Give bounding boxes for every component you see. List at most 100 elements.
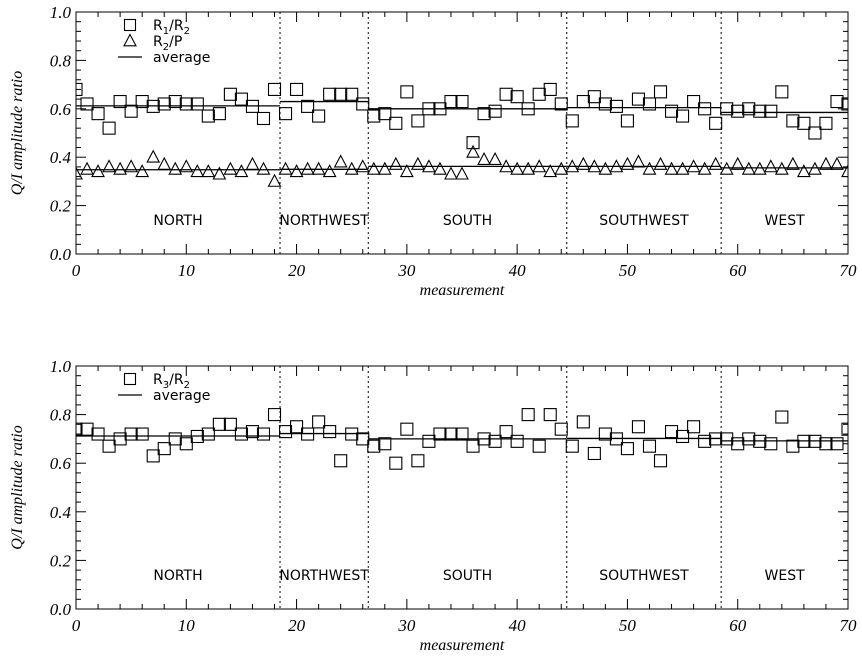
data-point-square [620, 442, 634, 456]
data-point-square [775, 410, 789, 424]
data-point-triangle [388, 156, 403, 170]
data-point-square [731, 437, 745, 451]
data-point-square [278, 107, 293, 121]
data-point-square [598, 427, 612, 441]
data-point-square [157, 97, 171, 111]
data-point-square [411, 114, 425, 128]
x-tick-label: 20 [288, 261, 306, 280]
data-point-square [609, 99, 623, 113]
data-point-square [234, 427, 248, 441]
data-point-square [422, 102, 436, 116]
data-point-square [642, 97, 657, 111]
data-point-triangle [455, 166, 469, 180]
data-point-square [598, 97, 612, 111]
data-point-square [797, 434, 811, 448]
data-point-square [312, 415, 326, 429]
plot-frame [75, 365, 849, 610]
data-point-square [664, 425, 679, 439]
data-point-triangle [300, 161, 315, 175]
data-point-triangle [322, 164, 337, 178]
x-tick-label: 60 [729, 616, 747, 635]
data-point-square [477, 432, 491, 446]
data-point-triangle [80, 161, 94, 175]
data-point-square [76, 82, 83, 96]
region-label: SOUTHWEST [599, 213, 689, 229]
data-point-square [466, 136, 480, 150]
data-point-square [488, 434, 502, 448]
data-point-square [455, 427, 469, 441]
data-point-square [378, 437, 392, 451]
data-point-triangle [587, 159, 602, 173]
data-point-square [201, 109, 215, 123]
data-point-square [367, 439, 381, 453]
data-point-triangle [355, 159, 370, 173]
data-point-square [466, 439, 480, 453]
data-point-triangle [708, 156, 723, 170]
data-point-square [521, 102, 535, 116]
data-point-square [587, 446, 601, 461]
region-label: NORTHWEST [279, 568, 369, 584]
data-point-triangle [179, 159, 194, 173]
data-point-triangle [377, 161, 392, 175]
data-point-square [698, 434, 712, 448]
data-point-triangle [554, 161, 569, 175]
y-tick-label: 0.2 [50, 197, 72, 216]
data-point-triangle [157, 156, 172, 170]
x-tick-label: 50 [619, 616, 637, 635]
data-point-square [179, 437, 193, 451]
data-point-triangle [113, 161, 128, 175]
data-point-triangle [466, 144, 480, 158]
data-point-square [521, 408, 535, 422]
data-point-square [631, 92, 646, 106]
data-point-square [168, 432, 182, 446]
data-point-square [565, 439, 579, 453]
data-point-square [819, 116, 833, 130]
data-point-square [819, 437, 833, 451]
data-point-square [455, 94, 469, 109]
data-point-square [256, 111, 271, 126]
data-point-square [113, 432, 127, 446]
data-point-square [510, 434, 524, 448]
data-point-square [323, 87, 337, 101]
data-point-square [554, 97, 568, 111]
data-point-square [532, 439, 546, 453]
data-point-square [709, 116, 723, 130]
region-label: WEST [765, 568, 806, 584]
data-point-triangle [223, 161, 238, 175]
data-point-square [676, 109, 690, 123]
data-point-square [345, 87, 359, 101]
data-point-triangle [598, 161, 613, 175]
data-point-square [411, 454, 425, 468]
data-point-triangle [830, 156, 844, 170]
data-point-triangle [686, 159, 701, 173]
y-tick-label: 0.8 [50, 406, 72, 425]
data-point-square [301, 427, 315, 441]
data-point-square [499, 425, 513, 439]
data-point-triangle [278, 161, 293, 175]
data-point-square [631, 420, 646, 434]
data-point-triangle [146, 149, 161, 163]
data-point-triangle [532, 159, 547, 173]
chart-panel-1: 0 10 20 30 40 50 60 70 0.0 0.2 0.4 0.6 0.8 1.0 measure… [9, 3, 857, 299]
x-tick-label: 30 [397, 261, 416, 280]
data-point-square [356, 432, 370, 446]
data-point-triangle [245, 156, 260, 170]
data-point-triangle [763, 159, 778, 173]
data-point-square [642, 439, 657, 453]
legend-label: average [153, 388, 210, 404]
data-point-square [620, 114, 634, 128]
y-axis-title: Q/I amplitude ratio [9, 425, 26, 549]
data-point-square [91, 107, 105, 121]
data-point-square [510, 90, 524, 104]
data-point-triangle [521, 161, 536, 175]
data-point-triangle [422, 159, 436, 173]
data-point-triangle [642, 161, 657, 175]
data-point-square [609, 432, 623, 446]
data-point-square [576, 94, 590, 109]
data-point-triangle [796, 164, 811, 178]
data-point-triangle [76, 166, 83, 180]
data-point-triangle [675, 161, 690, 175]
